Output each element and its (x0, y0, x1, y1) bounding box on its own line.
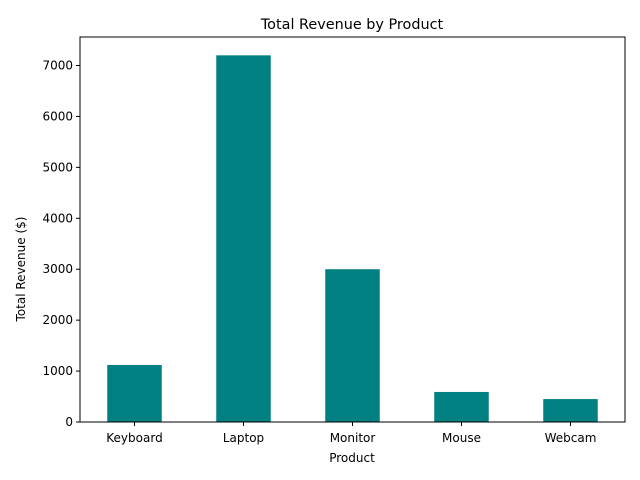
y-tick-label: 5000 (42, 160, 73, 174)
bar-webcam (543, 399, 598, 422)
bar-monitor (325, 269, 380, 422)
x-tick-label: Monitor (330, 431, 376, 445)
x-axis: Keyboard Laptop Monitor Mouse Webcam (106, 422, 596, 445)
x-tick-label: Laptop (223, 431, 264, 445)
x-tick-label: Webcam (545, 431, 597, 445)
y-tick-label: 2000 (42, 313, 73, 327)
y-tick-label: 7000 (42, 59, 73, 73)
chart-title: Total Revenue by Product (260, 17, 444, 33)
bars-group (107, 55, 598, 422)
y-tick-label: 6000 (42, 109, 73, 123)
y-axis: 0 1000 2000 3000 4000 5000 6000 7000 (42, 59, 80, 429)
x-tick-label: Mouse (442, 431, 481, 445)
y-tick-label: 4000 (42, 211, 73, 225)
y-axis-label: Total Revenue ($) (14, 217, 28, 323)
bar-keyboard (107, 364, 162, 422)
bar-laptop (216, 55, 271, 422)
x-tick-label: Keyboard (106, 431, 162, 445)
y-tick-label: 1000 (42, 364, 73, 378)
y-tick-label: 3000 (42, 262, 73, 276)
x-axis-label: Product (329, 451, 375, 465)
y-tick-label: 0 (65, 415, 73, 429)
plot-frame (79, 36, 626, 423)
bar-mouse (434, 391, 489, 422)
